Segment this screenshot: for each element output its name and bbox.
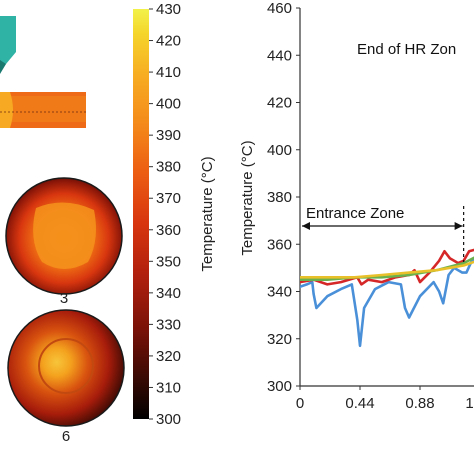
series-lines <box>300 248 474 348</box>
line-chart: 460 440 420 400 380 360 340 320 300 0 0.44 0.88 1.3… <box>239 0 474 412</box>
y-tick-label: 420 <box>267 95 292 112</box>
x-tick-label: 1.32 <box>465 395 474 412</box>
x-tick-label: 0.44 <box>345 395 374 412</box>
entrance-zone-label: Entrance Zone <box>306 205 404 222</box>
panel-label-6: 6 <box>62 428 70 445</box>
colorbar-tick-label: 430 <box>156 1 181 18</box>
y-axis-label: Temperature (°C) <box>239 140 256 255</box>
x-tick-label: 0 <box>296 395 304 412</box>
y-tick-label: 360 <box>267 236 292 253</box>
colorbar-tick-label: 320 <box>156 348 181 365</box>
y-tick-label: 460 <box>267 0 292 17</box>
y-tick-label: 320 <box>267 331 292 348</box>
colorbar-tick-label: 350 <box>156 253 181 270</box>
die-shape <box>0 16 16 70</box>
series-line-3 <box>300 256 474 281</box>
series-line-4 <box>300 260 474 279</box>
colorbar-label: Temperature (°C) <box>199 156 216 271</box>
colorbar-tick-label: 390 <box>156 127 181 144</box>
colorbar-tick-label: 400 <box>156 96 181 113</box>
colorbar-tick-label: 380 <box>156 159 181 176</box>
colorbar-tick-label: 370 <box>156 190 181 207</box>
colorbar-gradient <box>133 9 149 419</box>
entrance-zone-arrowhead-right <box>454 222 463 230</box>
colorbar-tick-label: 300 <box>156 411 181 428</box>
entrance-zone-arrowhead-left <box>302 222 310 230</box>
x-tick-label: 0.88 <box>405 395 434 412</box>
series-line-1 <box>300 258 474 348</box>
y-tick-label: 380 <box>267 189 292 206</box>
colorbar-tick-label: 340 <box>156 285 181 302</box>
colorbar-tick-label: 360 <box>156 222 181 239</box>
entrance-zone-marker: Entrance Zone <box>302 205 465 262</box>
cross-section-3-hot-core <box>33 202 96 269</box>
colorbar-tick-label: 330 <box>156 316 181 333</box>
simulation-panels: 3 6 <box>0 16 125 445</box>
y-axis-ticks: 460 440 420 400 380 360 340 320 300 <box>267 0 300 395</box>
cross-section-6 <box>7 309 125 427</box>
die-shade <box>0 60 6 74</box>
billet-front <box>0 92 13 128</box>
y-tick-label: 300 <box>267 378 292 395</box>
colorbar-tick-label: 410 <box>156 64 181 81</box>
colorbar-tick-label: 310 <box>156 379 181 396</box>
annotation-end-of-hr-zone: End of HR Zon <box>357 41 456 58</box>
colorbar: 430 420 410 400 390 380 370 360 350 340 330 320 310 3… <box>133 1 216 428</box>
y-tick-label: 400 <box>267 142 292 159</box>
panel-label-3: 3 <box>60 290 68 307</box>
y-tick-label: 340 <box>267 284 292 301</box>
colorbar-ticks: 430 420 410 400 390 380 370 360 350 340 330 320 310 3… <box>149 1 181 428</box>
y-tick-label: 440 <box>267 47 292 64</box>
cross-section-6-ring <box>38 338 94 394</box>
x-axis-ticks: 00.440.881.321 <box>296 386 474 412</box>
colorbar-tick-label: 420 <box>156 33 181 50</box>
billet-core <box>0 96 86 122</box>
